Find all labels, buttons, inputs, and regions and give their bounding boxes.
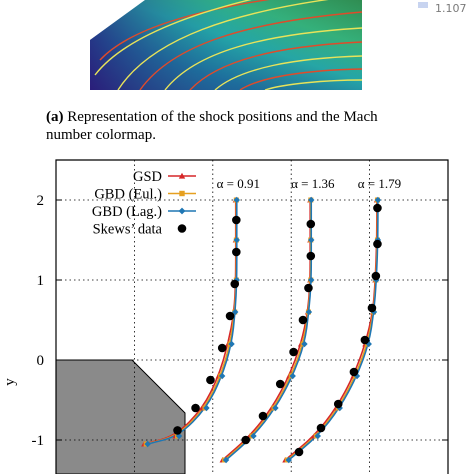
marker-gbd-lag — [301, 340, 308, 348]
curve-gsd-alpha-1.79 — [284, 199, 378, 461]
legend-marker — [179, 190, 185, 197]
y-tick-label: -1 — [32, 433, 45, 449]
colorbar-value: 1.107 — [435, 2, 467, 15]
skews-data-point — [333, 399, 343, 409]
skews-data-point — [191, 403, 200, 413]
marker-gbd-lag — [250, 432, 257, 440]
skews-data-point — [230, 279, 240, 289]
skews-data-point — [360, 335, 370, 345]
skews-data-point — [294, 447, 304, 457]
curve-gbd-lag--alpha-0.91 — [147, 200, 238, 445]
skews-data-point — [217, 343, 227, 353]
wedge-obstacle — [55, 359, 186, 474]
y-tick-label: 2 — [37, 193, 45, 209]
marker-gbd-lag — [305, 308, 313, 316]
legend-label: Skews’ data — [93, 222, 163, 238]
skews-data-point — [275, 379, 285, 389]
skews-data-point — [232, 215, 241, 225]
marker-gbd-lag — [374, 196, 382, 204]
skews-data-point — [304, 283, 313, 293]
marker-gbd-lag — [222, 456, 230, 464]
alpha-annotation: α = 1.36 — [291, 176, 335, 191]
y-axis-ticks: 2 1 0 -1 — [32, 193, 448, 449]
marker-gbd-lag — [233, 196, 240, 204]
skews-data-point — [289, 347, 298, 357]
skews-data-point — [306, 219, 316, 229]
grid-lines — [56, 160, 448, 474]
curve-gbd-lag--alpha-1.36 — [225, 200, 313, 461]
y-tick-label: 1 — [37, 273, 45, 289]
legend-label: GBD (Lag.) — [92, 204, 162, 220]
figure-caption: (a) Representation of the shock position… — [46, 108, 426, 144]
caption-text: Representation of the shock positions an… — [46, 109, 378, 143]
alpha-annotation: α = 0.91 — [217, 176, 260, 191]
marker-gbd-lag — [314, 432, 321, 440]
legend-marker — [178, 172, 186, 179]
y-tick-label: 0 — [37, 353, 45, 369]
shock-position-lines — [94, 0, 362, 90]
curve-gbd-lag--alpha-1.79 — [288, 200, 379, 461]
marker-gbd-lag — [308, 276, 315, 284]
marker-gbd-lag — [203, 404, 210, 412]
legend-label: GSD — [133, 169, 162, 185]
skews-data-points — [173, 203, 382, 457]
alpha-annotations: α = 0.91 α = 1.36 α = 1.79 — [217, 176, 402, 191]
marker-gbd-lag — [228, 340, 235, 348]
y-axis-label: y — [2, 378, 18, 386]
skews-data-point — [306, 251, 316, 261]
marker-gbd-lag — [285, 456, 292, 464]
skews-data-point — [373, 239, 382, 249]
legend-marker — [177, 224, 187, 233]
marker-gbd-lag — [233, 236, 240, 244]
plot-frame — [55, 159, 449, 474]
skews-data-point — [258, 411, 268, 421]
marker-gbd-lag — [272, 404, 279, 412]
legend: GSD GBD (Eul.)GBD (Lag.) Skews’ data — [92, 169, 196, 238]
marker-gbd-lag — [308, 196, 315, 204]
skews-data-point — [173, 426, 182, 435]
skews-data-point — [349, 367, 359, 377]
skews-data-point — [232, 247, 241, 257]
marker-gbd-lag — [308, 236, 315, 244]
skews-data-point — [225, 311, 235, 321]
marker-gbd-lag — [289, 372, 296, 380]
skews-data-point — [241, 435, 251, 445]
colorbar-swatch — [418, 2, 428, 8]
caption-tag: (a) — [46, 109, 64, 125]
marker-gbd-lag — [144, 440, 151, 448]
legend-label: GBD (Eul.) — [94, 187, 162, 203]
skews-data-point — [316, 423, 326, 433]
alpha-annotation: α = 1.79 — [358, 176, 401, 191]
skews-data-point — [371, 271, 381, 281]
marker-gbd-lag — [218, 372, 226, 380]
legend-marker — [178, 207, 186, 215]
mach-colormap-panel — [90, 0, 428, 90]
skews-data-point — [373, 203, 382, 213]
marker-gbd-lag — [232, 308, 239, 316]
skews-data-point — [367, 303, 377, 313]
skews-data-point — [298, 315, 308, 325]
skews-data-point — [206, 375, 215, 385]
curve-gbd-eul--alpha-1.79 — [286, 199, 379, 461]
shock-position-chart: 2 1 0 -1 y α = 0.91 α = 1.36 α = 1.79 GSD GBD … — [2, 159, 449, 474]
